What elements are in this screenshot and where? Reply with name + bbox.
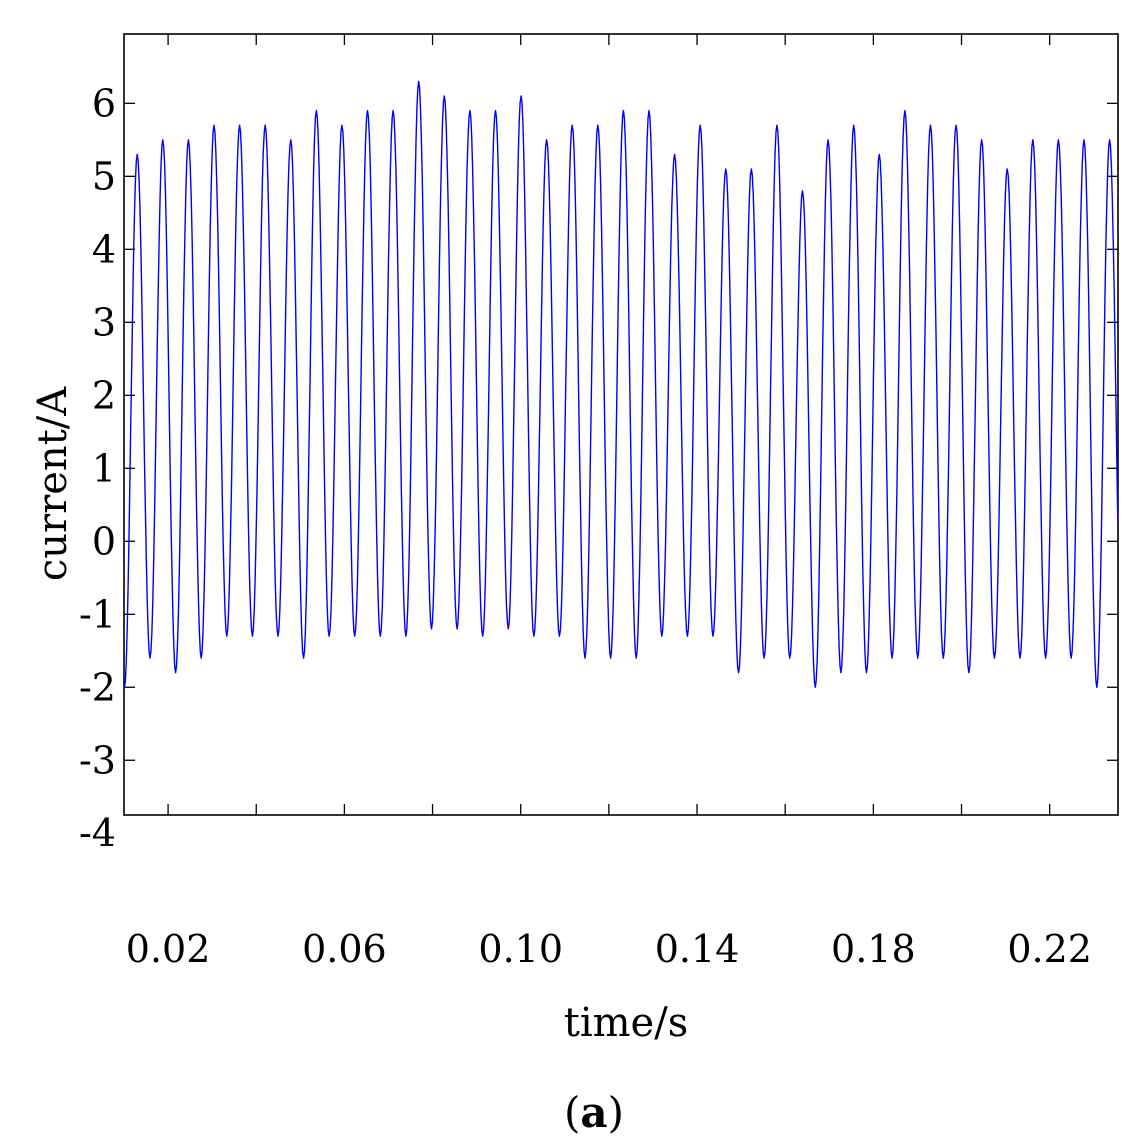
x-tick-label: 0.18 [831,927,916,971]
y-tick-label: -1 [79,592,116,636]
series-group [123,80,1119,688]
x-tick-labels: 0.02 0.06 0.10 0.14 0.18 0.22 [126,927,1092,971]
x-axis-title: time/s [564,1000,688,1046]
y-tick-label: -3 [79,738,116,782]
x-tick-label: 0.22 [1007,927,1092,971]
y-tick-label: 2 [92,373,116,417]
x-tick-label: 0.06 [302,927,387,971]
y-tick-label: -2 [79,665,116,709]
x-tick-label: 0.02 [126,927,211,971]
axis-ticks [124,34,1118,815]
y-tick-label: 5 [92,154,116,198]
series-line-current [123,80,1119,688]
x-tick-label: 0.14 [655,927,740,971]
y-tick-label: 3 [92,300,116,344]
y-tick-label: 1 [92,446,116,490]
caption-open: ( [564,1088,580,1137]
caption-letter: a [580,1088,607,1137]
plot-frame [123,33,1119,816]
x-tick-label: 0.10 [478,927,563,971]
y-tick-label: -4 [79,811,116,855]
y-tick-label: 4 [92,227,116,271]
figure-caption: (a) [564,1088,624,1137]
y-axis-title: current/A [30,386,76,581]
caption-close: ) [608,1088,624,1137]
y-tick-label: 6 [92,81,116,125]
y-tick-labels: -4 -3 -2 -1 0 1 2 3 4 5 6 [79,81,116,855]
y-tick-label: 0 [92,519,116,563]
